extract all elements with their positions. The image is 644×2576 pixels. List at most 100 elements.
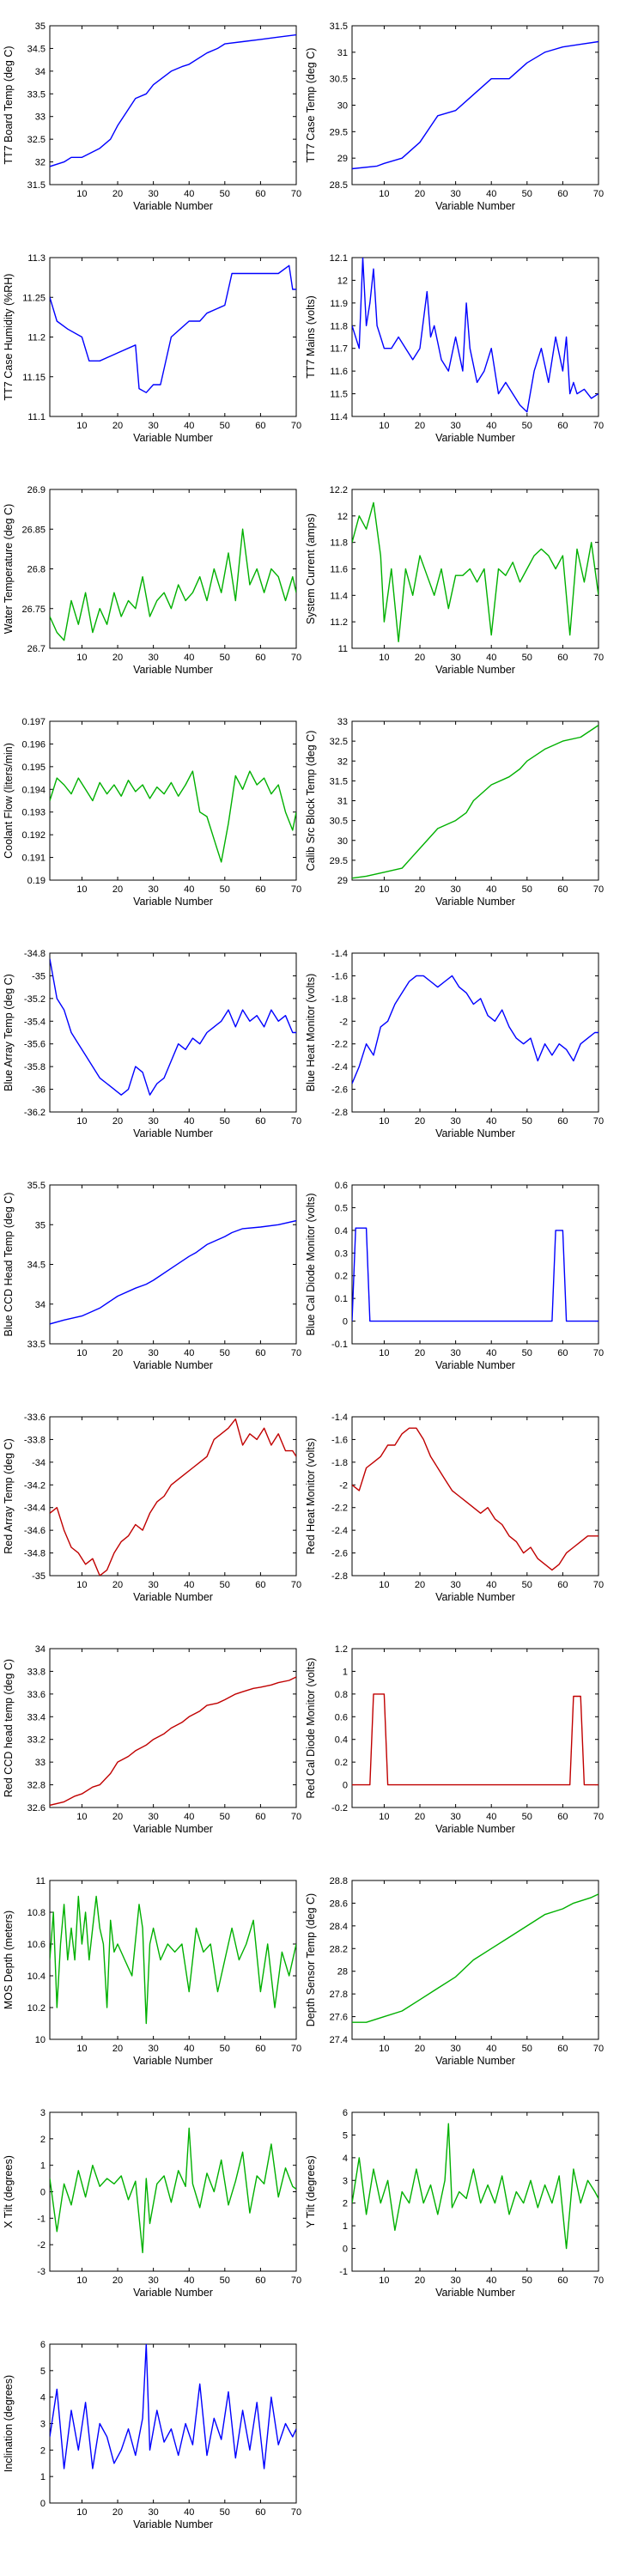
- y-tick-label: 28.2: [330, 1944, 348, 1954]
- y-tick-label: 28.4: [330, 1922, 348, 1932]
- x-tick-label: 10: [379, 884, 389, 895]
- y-tick-label: -3: [37, 2267, 46, 2277]
- x-tick-label: 10: [379, 2044, 389, 2054]
- y-tick-label: -2.8: [331, 1108, 348, 1118]
- y-tick-label: -36: [32, 1085, 46, 1096]
- x-axis-label: Variable Number: [435, 1591, 515, 1603]
- x-tick-label: 20: [415, 421, 425, 431]
- y-tick-label: -2.2: [331, 1040, 348, 1050]
- y-tick-label: 35: [35, 1220, 46, 1230]
- x-axis-label: Variable Number: [133, 664, 213, 676]
- y-tick-label: 30.5: [330, 75, 348, 85]
- x-tick-label: 60: [557, 1116, 568, 1127]
- y-axis-label: TT7 Case Temp (deg C): [305, 48, 317, 163]
- y-tick-label: 34.5: [27, 44, 46, 54]
- x-tick-label: 40: [486, 189, 496, 199]
- x-tick-label: 10: [379, 653, 389, 663]
- x-tick-label: 10: [76, 1348, 87, 1358]
- y-tick-label: 33.5: [27, 1340, 46, 1350]
- x-axis-label: Variable Number: [133, 200, 213, 212]
- x-tick-label: 60: [557, 653, 568, 663]
- data-series-line: [352, 975, 598, 1084]
- y-tick-label: 26.7: [27, 644, 46, 654]
- y-tick-label: 11.1: [27, 412, 46, 422]
- y-axis-label: Red Array Temp (deg C): [3, 1438, 15, 1554]
- x-tick-label: 40: [184, 421, 194, 431]
- y-tick-label: -1.8: [331, 1458, 348, 1468]
- y-axis-label: Red Cal Diode Monitor (volts): [305, 1658, 317, 1799]
- chart-panel-4: 10 20 30 40 50 60 70 11.4 11.5 11.6 11.7 11.8 11.9 12…: [305, 253, 604, 444]
- plot-frame: [49, 720, 297, 881]
- y-tick-label: 0.195: [21, 762, 46, 773]
- y-tick-label: 35.5: [27, 1181, 46, 1191]
- y-tick-label: -2.4: [331, 1062, 348, 1072]
- y-tick-label: 32: [35, 158, 46, 168]
- x-tick-label: 40: [486, 1348, 496, 1358]
- x-tick-label: 50: [220, 653, 230, 663]
- x-axis-label: Variable Number: [133, 1823, 213, 1835]
- y-tick-label: 32.6: [27, 1803, 46, 1814]
- y-tick-label: 0: [343, 2245, 348, 2255]
- x-tick-label: 60: [557, 884, 568, 895]
- x-tick-label: 30: [148, 884, 158, 895]
- y-tick-label: -34.6: [24, 1526, 46, 1536]
- plot-frame: [49, 489, 297, 649]
- y-tick-label: 0.5: [335, 1203, 348, 1213]
- x-tick-label: 50: [522, 653, 532, 663]
- y-axis-label: Blue Heat Monitor (volts): [305, 974, 317, 1092]
- y-tick-label: 0.197: [21, 717, 46, 727]
- x-tick-label: 50: [522, 884, 532, 895]
- x-tick-label: 40: [486, 2275, 496, 2286]
- data-series-line: [50, 33, 296, 167]
- x-tick-label: 70: [291, 1580, 301, 1590]
- y-axis-label: Red CCD head temp (deg C): [3, 1659, 15, 1797]
- x-tick-label: 10: [379, 1812, 389, 1822]
- plot-frame: [49, 1416, 297, 1577]
- y-tick-label: -2: [339, 1480, 348, 1491]
- chart-panel-17: 10 20 30 40 50 60 70 10 10.2 10.4 10.6 10.8 11 Variab…: [3, 1876, 301, 2067]
- x-tick-label: 20: [415, 884, 425, 895]
- plot-frame: [49, 1880, 297, 2040]
- x-tick-label: 30: [148, 2044, 158, 2054]
- y-tick-label: 29.5: [330, 127, 348, 137]
- y-tick-label: -2: [339, 1017, 348, 1027]
- x-tick-label: 60: [557, 1348, 568, 1358]
- y-axis-label: Depth Sensor Temp (deg C): [305, 1893, 317, 2026]
- chart-panel-1: 10 20 30 40 50 60 70 31.5 32 32.5 33 33.5 34 34.5 35 Va…: [3, 21, 301, 212]
- y-tick-label: 6: [40, 2340, 46, 2350]
- data-series-line: [50, 958, 296, 1096]
- x-tick-label: 50: [522, 2044, 532, 2054]
- x-tick-label: 30: [450, 2275, 460, 2286]
- y-tick-label: 1: [40, 2472, 46, 2482]
- y-tick-label: 6: [343, 2108, 348, 2118]
- y-axis-label: TT7 Mains (volts): [305, 295, 317, 379]
- y-tick-label: -35.8: [24, 1062, 46, 1072]
- y-tick-label: 11.2: [330, 617, 348, 628]
- plot-frame: [49, 1184, 297, 1345]
- y-tick-label: -2.6: [331, 1549, 348, 1559]
- y-tick-label: 2: [343, 2199, 348, 2209]
- y-tick-label: 4: [40, 2393, 46, 2403]
- y-axis-label: Water Temperature (deg C): [3, 504, 15, 634]
- plot-frame: [351, 1648, 599, 1808]
- y-tick-label: 11.7: [330, 344, 348, 355]
- x-tick-label: 30: [450, 421, 460, 431]
- x-axis-label: Variable Number: [133, 896, 213, 908]
- x-tick-label: 10: [76, 2507, 87, 2518]
- x-tick-label: 40: [184, 1812, 194, 1822]
- y-tick-label: -34.8: [24, 1549, 46, 1559]
- x-axis-label: Variable Number: [133, 432, 213, 444]
- x-tick-label: 70: [593, 2275, 604, 2286]
- x-tick-label: 20: [415, 2275, 425, 2286]
- y-tick-label: 0.193: [21, 808, 46, 818]
- y-tick-label: 0.192: [21, 830, 46, 841]
- chart-panel-3: 10 20 30 40 50 60 70 11.1 11.15 11.2 11.25 11.3 Vari…: [3, 253, 301, 444]
- x-tick-label: 50: [522, 1580, 532, 1590]
- x-tick-label: 40: [486, 1116, 496, 1127]
- x-tick-label: 30: [148, 1116, 158, 1127]
- y-tick-label: 26.9: [27, 485, 46, 495]
- data-series-line: [50, 2344, 296, 2470]
- x-tick-label: 40: [486, 1812, 496, 1822]
- x-tick-label: 50: [220, 2507, 230, 2518]
